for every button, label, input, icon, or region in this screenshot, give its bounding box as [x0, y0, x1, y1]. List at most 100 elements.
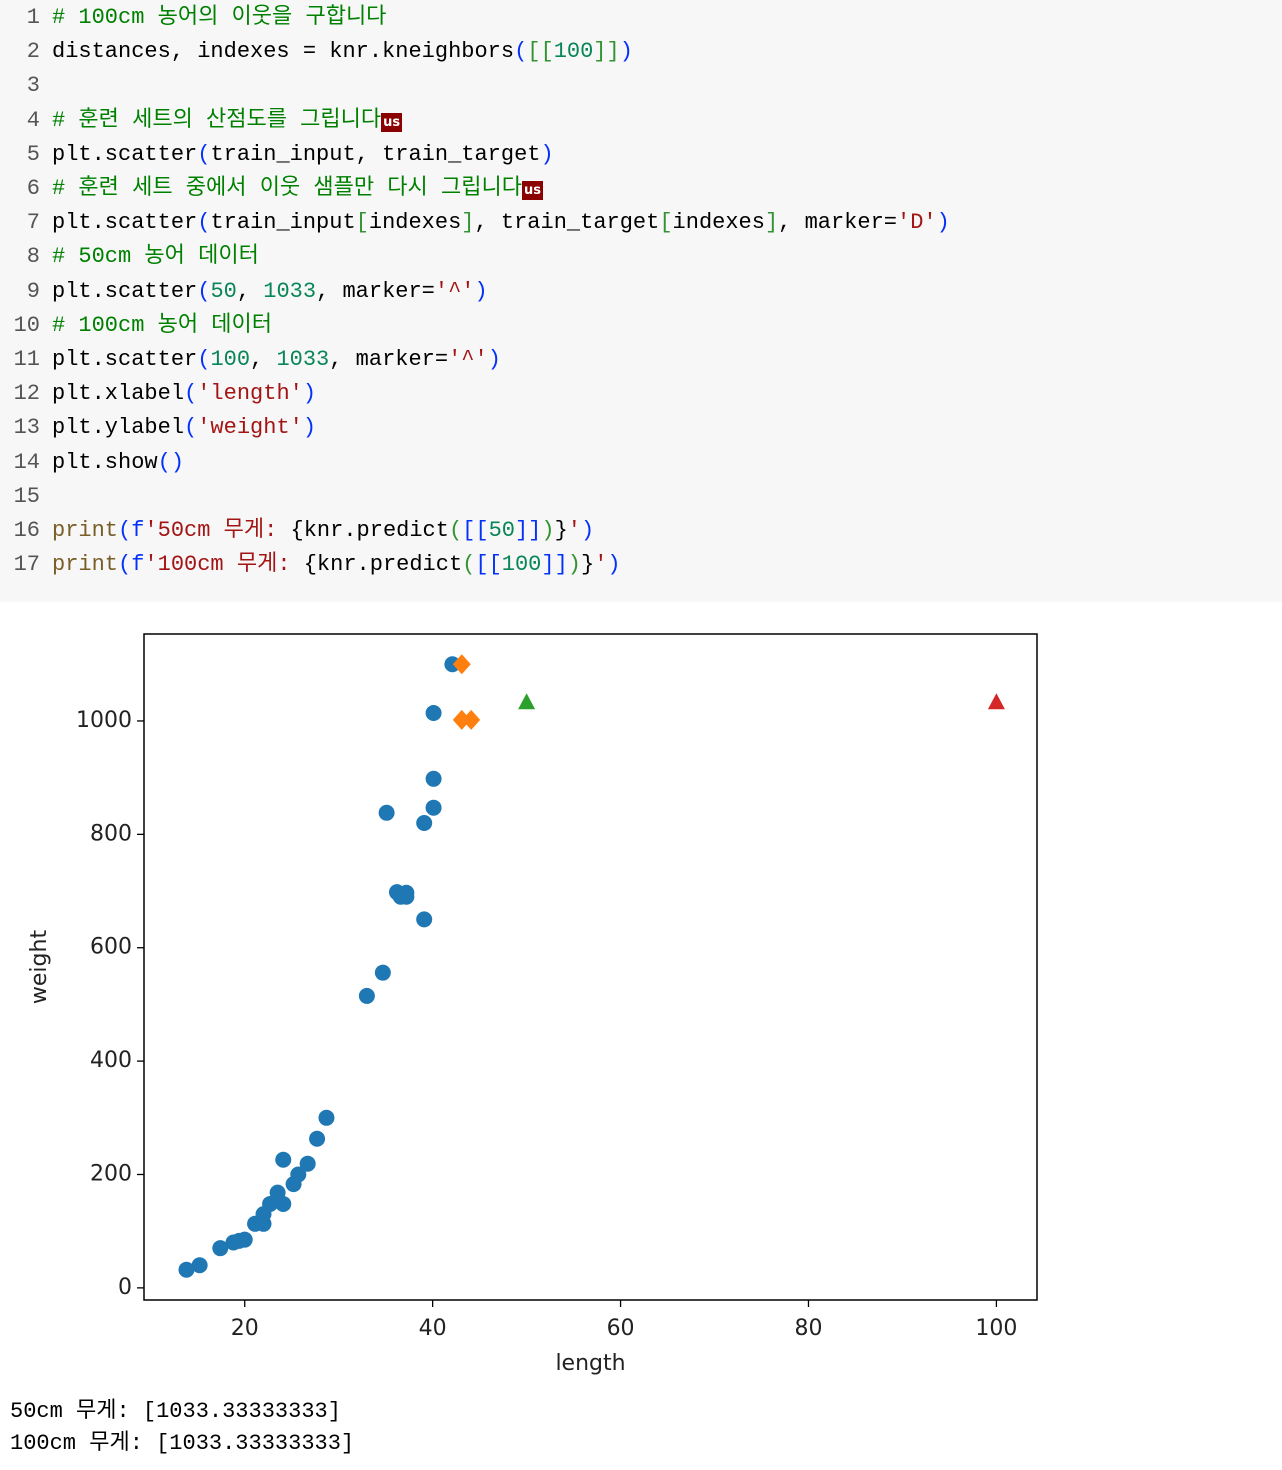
code-token: plt.scatter	[52, 141, 198, 167]
code-token: , marker=	[778, 210, 897, 236]
scatter-point	[299, 1155, 316, 1172]
code-token: (	[184, 415, 198, 441]
code-text: distances, indexes = knr.kneighbors([[10…	[52, 35, 633, 69]
code-token: )	[567, 552, 581, 578]
code-token: 50	[488, 518, 515, 543]
x-tick-label: 80	[794, 1316, 822, 1341]
code-token: 100	[210, 347, 251, 372]
line-number: 10	[13, 312, 40, 338]
code-token: (	[197, 141, 211, 167]
scatter-point	[425, 705, 442, 722]
code-line: 11 plt.scatter(100, 1033, marker='^')	[0, 343, 1282, 377]
scatter-point	[425, 770, 442, 787]
x-axis-label: length	[555, 1351, 625, 1376]
scatter-point	[212, 1240, 229, 1257]
scatter-point	[236, 1231, 253, 1248]
code-token: }	[554, 518, 568, 543]
cell-output: 50cm 무게: [1033.33333333] 100cm 무게: [1033.…	[10, 1396, 354, 1460]
x-tick-label: 60	[607, 1316, 635, 1341]
code-token: # 100cm 농어의 이웃을 구합니다	[52, 5, 387, 30]
code-token: (	[197, 210, 211, 236]
code-token: (	[118, 552, 132, 578]
output-line: 50cm 무게: [1033.33333333]	[10, 1399, 341, 1424]
x-tick-label: 40	[419, 1316, 447, 1341]
code-line: 15	[0, 480, 1282, 514]
line-number: 4	[26, 107, 40, 133]
code-token: train_input	[210, 210, 356, 236]
code-token: (	[197, 347, 211, 372]
scatter-point	[191, 1257, 208, 1274]
code-line: 12 plt.xlabel('length')	[0, 377, 1282, 411]
code-token: '50cm 무게:	[144, 518, 291, 543]
line-number: 1	[26, 5, 40, 30]
code-token: ,	[236, 278, 264, 304]
line-number: 7	[26, 210, 40, 236]
code-token: , marker=	[329, 347, 449, 372]
code-token: us	[381, 112, 403, 132]
code-token: '	[567, 518, 581, 543]
scatter-point	[275, 1195, 292, 1212]
code-token: '	[594, 552, 608, 578]
code-token: # 100cm 농어 데이터	[52, 312, 273, 338]
code-text: # 100cm 농어 데이터	[52, 309, 272, 343]
code-line: 16 print(f'50cm 무게: {knr.predict([[50]])}…	[0, 514, 1282, 548]
code-line: 13 plt.ylabel('weight')	[0, 411, 1282, 445]
scatter-point	[309, 1130, 326, 1147]
code-line: 14 plt.show()	[0, 446, 1282, 480]
y-tick-label: 600	[90, 935, 132, 960]
code-token: f	[131, 518, 145, 543]
code-token: {knr.predict	[303, 552, 463, 578]
code-line: 10 # 100cm 농어 데이터	[0, 309, 1282, 343]
line-number: 2	[26, 39, 40, 65]
code-token: print	[52, 552, 119, 578]
scatter-point	[178, 1261, 195, 1278]
code-token: # 50cm 농어 데이터	[52, 244, 259, 270]
code-text: plt.scatter(train_input[indexes], train_…	[52, 206, 950, 240]
code-token: ]]	[541, 552, 568, 578]
scatter-point	[416, 815, 433, 832]
code-token: 50	[210, 278, 237, 304]
plot-frame	[143, 633, 1038, 1301]
code-text: # 100cm 농어의 이웃을 구합니다	[52, 1, 386, 35]
code-token: ]	[461, 210, 475, 236]
code-token: )	[474, 278, 488, 304]
code-token: # 훈련 세트 중에서 이웃 샘플만 다시 그립니다	[52, 176, 522, 201]
code-token: '100cm 무게:	[144, 552, 304, 578]
code-token: ]]	[514, 518, 542, 543]
line-number: 16	[13, 518, 40, 543]
code-token: [[	[462, 518, 489, 543]
code-token: plt.scatter	[52, 347, 198, 372]
scatter-point	[318, 1109, 335, 1126]
code-text: # 훈련 세트의 산점도를 그립니다 us	[52, 104, 403, 140]
x-tick-label: 100	[975, 1316, 1017, 1341]
triangle-point	[518, 693, 536, 710]
code-token: ]	[764, 210, 779, 236]
code-line: 9 plt.scatter(50, 1033, marker='^')	[0, 275, 1282, 309]
code-text: plt.scatter(50, 1033, marker='^')	[52, 275, 488, 309]
scatter-point	[425, 799, 442, 816]
code-line: 6 # 훈련 세트 중에서 이웃 샘플만 다시 그립니다 us	[0, 172, 1282, 206]
code-line: 1 # 100cm 농어의 이웃을 구합니다	[0, 1, 1282, 35]
line-number: 12	[13, 381, 40, 407]
scatter-point	[374, 964, 391, 981]
code-token: 100	[553, 39, 594, 65]
line-number: 15	[13, 483, 40, 509]
line-number: 11	[13, 347, 40, 372]
y-axis-label: weight	[27, 930, 52, 1005]
code-token: (	[197, 278, 211, 304]
code-text: print(f'50cm 무게: {knr.predict([[50]])}')	[52, 514, 594, 548]
line-number: 17	[13, 552, 40, 578]
output-line: 100cm 무게: [1033.33333333]	[10, 1431, 355, 1456]
code-token: plt.show	[52, 449, 158, 475]
code-token: }	[581, 552, 595, 578]
code-token: plt.ylabel	[52, 415, 185, 441]
code-token: [	[355, 210, 369, 236]
code-token: )	[487, 347, 501, 372]
code-token: (	[514, 39, 528, 65]
y-tick-label: 0	[118, 1275, 132, 1300]
code-token: )	[541, 518, 555, 543]
diamond-point	[452, 709, 471, 730]
scatter-point	[416, 911, 433, 928]
